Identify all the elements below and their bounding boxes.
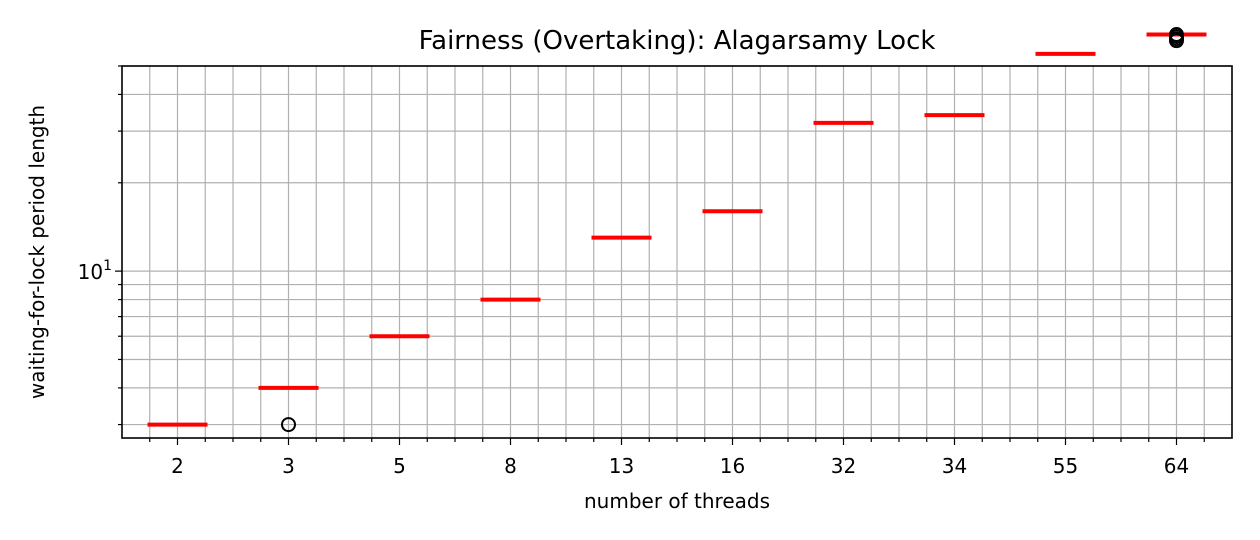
x-tick-label: 55 bbox=[1053, 454, 1078, 478]
grid-lines bbox=[122, 65, 1232, 438]
x-tick-label: 16 bbox=[720, 454, 745, 478]
outlier-marker bbox=[281, 417, 296, 433]
x-tick-label: 2 bbox=[171, 454, 184, 478]
y-tick-base: 10 bbox=[78, 260, 103, 284]
y-tick-label: 101 bbox=[78, 258, 112, 284]
outlier-marker bbox=[1169, 27, 1184, 43]
y-axis-label: waiting-for-lock period length bbox=[25, 105, 49, 399]
axis-ticks: 2 3 5 8 13 16 32 34 55 64 bbox=[115, 65, 1205, 478]
chart-title: Fairness (Overtaking): Alagarsamy Lock bbox=[419, 26, 936, 56]
x-tick-label: 8 bbox=[504, 454, 517, 478]
chart-marks bbox=[147, 27, 1207, 433]
x-tick-label: 32 bbox=[831, 454, 856, 478]
x-tick-label: 5 bbox=[393, 454, 406, 478]
y-tick-exponent: 1 bbox=[103, 258, 112, 274]
x-tick-label: 34 bbox=[942, 454, 967, 478]
x-tick-label: 64 bbox=[1164, 454, 1189, 478]
x-axis-label: number of threads bbox=[584, 489, 770, 513]
x-tick-label: 3 bbox=[282, 454, 295, 478]
x-tick-label: 13 bbox=[609, 454, 634, 478]
